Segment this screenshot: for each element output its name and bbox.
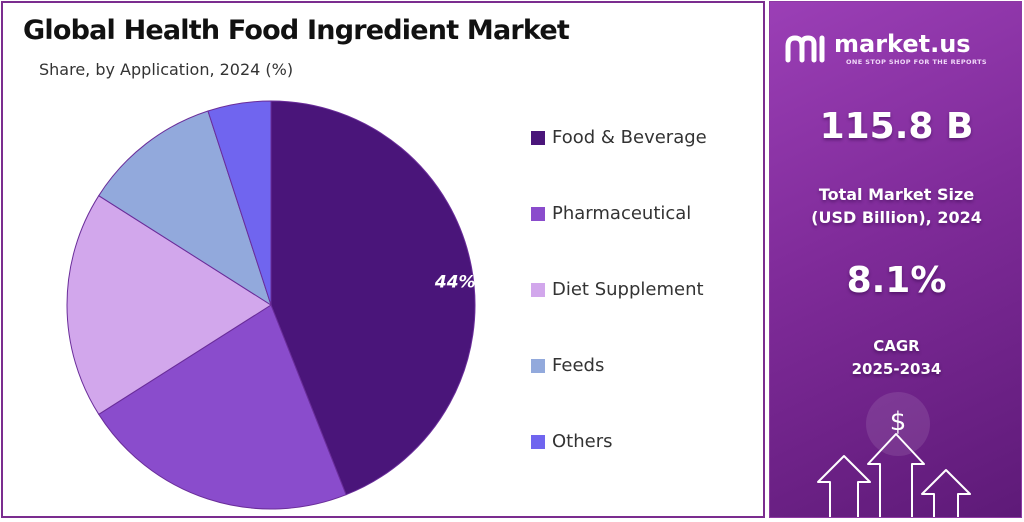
chart-panel: Global Health Food Ingredient Market Sha… bbox=[1, 1, 765, 518]
brand-tagline: ONE STOP SHOP FOR THE REPORTS bbox=[846, 58, 987, 66]
data-label-food-beverage: 44% bbox=[434, 272, 476, 292]
market-size-label-line2: (USD Billion), 2024 bbox=[811, 208, 982, 227]
pie-slice-others bbox=[207, 100, 272, 306]
legend-item: Feeds bbox=[531, 355, 604, 376]
legend-label: Pharmaceutical bbox=[552, 203, 692, 224]
legend-swatch bbox=[531, 282, 545, 297]
market-size-value: 115.8 B bbox=[819, 106, 974, 147]
summary-panel: market.us ONE STOP SHOP FOR THE REPORTS … bbox=[769, 1, 1022, 518]
chart-title: Global Health Food Ingredient Market bbox=[23, 15, 570, 46]
brand-name: market.us bbox=[834, 30, 971, 58]
pie-chart: 44% bbox=[66, 100, 476, 510]
dollar-arrows-icon: $ bbox=[817, 392, 971, 517]
cagr-label-line2: 2025-2034 bbox=[851, 360, 942, 378]
legend-item: Diet Supplement bbox=[531, 279, 704, 300]
legend-swatch bbox=[531, 130, 545, 145]
pie-slice-feeds bbox=[98, 110, 272, 307]
svg-text:$: $ bbox=[890, 407, 907, 437]
legend-label: Others bbox=[552, 431, 613, 452]
market-size-label: Total Market Size (USD Billion), 2024 bbox=[770, 183, 1021, 229]
chart-subtitle: Share, by Application, 2024 (%) bbox=[39, 60, 294, 79]
legend-swatch bbox=[531, 434, 545, 449]
legend-item: Pharmaceutical bbox=[531, 203, 691, 224]
legend-swatch bbox=[531, 206, 545, 221]
market-size-label-line1: Total Market Size bbox=[818, 185, 975, 204]
cagr-label-line1: CAGR bbox=[873, 337, 920, 355]
brand-logo: market.us ONE STOP SHOP FOR THE REPORTS bbox=[784, 30, 1014, 70]
pie-slice-pharmaceutical bbox=[98, 304, 347, 510]
legend-label: Food & Beverage bbox=[552, 127, 707, 148]
pie-slice-diet-supplement bbox=[66, 195, 272, 415]
legend-item: Others bbox=[531, 431, 613, 452]
pie-slice-food-beverage bbox=[270, 100, 476, 496]
cagr-value: 8.1% bbox=[846, 260, 947, 301]
legend-label: Diet Supplement bbox=[552, 279, 704, 300]
cagr-label: CAGR 2025-2034 bbox=[770, 335, 1021, 381]
legend-swatch bbox=[531, 358, 545, 373]
legend-item: Food & Beverage bbox=[531, 127, 707, 148]
market-us-logo-icon bbox=[785, 35, 825, 63]
legend-label: Feeds bbox=[552, 355, 605, 376]
